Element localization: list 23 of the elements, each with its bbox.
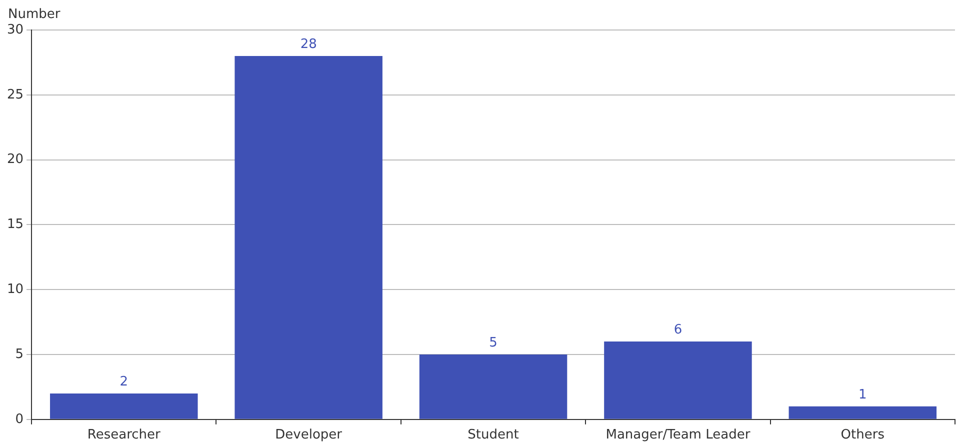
data-label: 5 — [489, 335, 498, 350]
bar — [50, 393, 198, 419]
y-tick-label: 0 — [15, 412, 24, 427]
x-tick-label: Developer — [275, 428, 343, 443]
data-label: 6 — [674, 322, 682, 338]
y-tick-label: 5 — [15, 346, 24, 362]
data-label: 28 — [300, 36, 317, 52]
bar — [234, 56, 382, 419]
bar — [788, 406, 937, 419]
y-axis-title: Number — [8, 6, 61, 22]
data-label: 2 — [120, 374, 128, 390]
y-tick-label: 15 — [6, 217, 24, 232]
y-tick-label: 30 — [6, 22, 24, 38]
bar — [419, 354, 568, 419]
x-tick-label: Student — [468, 428, 519, 443]
y-tick-label: 25 — [6, 87, 24, 102]
y-tick-label: 20 — [6, 152, 24, 168]
y-tick-label: 10 — [6, 282, 24, 297]
x-tick-label: Manager/Team Leader — [606, 428, 751, 443]
bar — [604, 342, 752, 419]
x-tick-label: Researcher — [87, 428, 162, 443]
data-label: 1 — [858, 387, 867, 402]
x-tick-label: Others — [840, 428, 885, 443]
